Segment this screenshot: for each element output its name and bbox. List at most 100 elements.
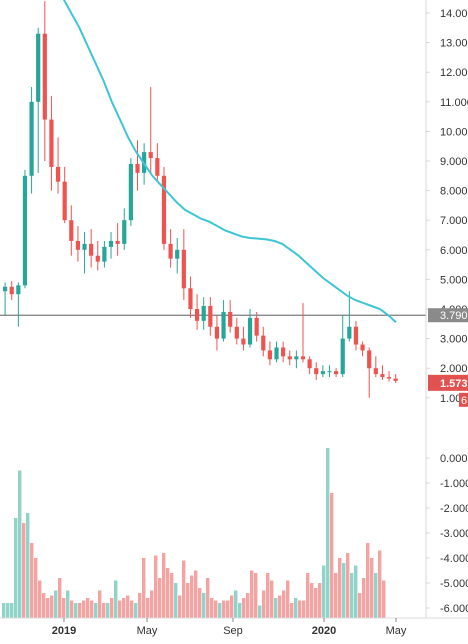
volume-bar	[30, 543, 34, 618]
volume-bar	[82, 600, 86, 618]
candle-body	[287, 356, 292, 360]
volume-bar	[162, 553, 166, 618]
volume-bar	[98, 590, 102, 618]
price-tick-label: 2.000	[440, 363, 468, 375]
candle-body	[89, 243, 94, 256]
volume-bar	[178, 595, 182, 618]
price-tick-label: 13.000	[440, 38, 468, 50]
candle-body	[360, 344, 365, 351]
volume-bar	[114, 580, 118, 618]
candle-body	[261, 335, 266, 351]
candle-body	[300, 356, 306, 360]
volume-bar	[78, 603, 82, 618]
volume-bar	[6, 603, 10, 618]
last-price-label: 1.573	[440, 378, 468, 390]
candle-body	[175, 249, 180, 259]
candle-body	[327, 371, 332, 373]
price-tick-label: 14.000	[440, 8, 468, 20]
horizontal-line-label-box	[428, 308, 468, 323]
candle-body	[36, 33, 41, 102]
price-tick-label: 3.000	[440, 334, 468, 346]
candle-body	[247, 317, 253, 345]
candle-body	[373, 368, 378, 375]
price-tick-label: 12.000	[440, 67, 468, 79]
volume-bar	[14, 518, 18, 618]
candle-body	[148, 152, 153, 159]
price-tick-label: 7.000	[440, 215, 468, 227]
candle-body	[75, 240, 81, 250]
volume-bar	[102, 603, 106, 618]
volume-bar	[170, 573, 174, 618]
volume-bar	[214, 600, 218, 618]
volume-bar	[254, 573, 258, 618]
candle-body	[9, 286, 14, 295]
time-tick-label: 2019	[52, 625, 76, 637]
volume-bar	[150, 590, 154, 618]
candle-body	[82, 243, 87, 250]
volume-bar	[238, 603, 242, 618]
volume-bar	[2, 603, 6, 618]
candle-body	[307, 359, 312, 369]
volume-bar	[154, 555, 158, 618]
candle-body	[95, 255, 100, 262]
price-tick-label: 6.000	[440, 245, 468, 257]
candle-body	[3, 286, 8, 292]
candle-body	[314, 368, 319, 375]
volume-bar	[334, 573, 338, 618]
volume-bar	[262, 590, 266, 618]
volume-bar	[158, 578, 162, 618]
candle-body	[69, 220, 74, 241]
volume-bar	[330, 493, 334, 618]
volume-bar	[274, 598, 278, 618]
volume-bar	[282, 590, 286, 618]
volume-bar	[286, 580, 290, 618]
candle-body	[347, 326, 352, 339]
candle-body	[122, 220, 127, 244]
candle-body	[294, 356, 299, 360]
candle-body	[49, 119, 54, 167]
candle-body	[281, 347, 286, 357]
volume-bar	[42, 593, 46, 618]
candle-body	[367, 350, 372, 369]
moving-average-line	[62, 0, 397, 324]
candle-body	[161, 175, 167, 244]
candle-body	[214, 326, 220, 339]
volume-bar	[302, 600, 306, 618]
candle-body	[386, 377, 392, 379]
volume-bar	[270, 580, 274, 618]
candle-body	[254, 317, 259, 336]
volume-tick-label: -1.000	[440, 478, 468, 490]
candle-body	[241, 338, 246, 345]
price-tick-label: 5.000	[440, 274, 468, 286]
candle-body	[393, 378, 398, 381]
candle-body	[181, 249, 186, 289]
volume-bar	[126, 595, 130, 618]
candle-body	[194, 309, 200, 321]
volume-bar	[194, 570, 198, 618]
volume-bar	[134, 603, 138, 618]
volume-bar	[322, 565, 326, 618]
volume-bar	[70, 600, 74, 618]
volume-bar	[166, 568, 170, 618]
time-tick-label: May	[137, 625, 158, 637]
volume-bar	[86, 598, 90, 618]
volume-tick-label: -5.000	[440, 578, 468, 590]
candle-body	[380, 374, 385, 378]
volume-tick-label: 0.000	[440, 453, 468, 465]
volume-bar	[314, 588, 318, 618]
volume-tick-label: -4.000	[440, 553, 468, 565]
volume-bar	[246, 593, 250, 618]
horizontal-line-label: 3.790	[440, 310, 468, 322]
volume-bar	[138, 593, 142, 618]
volume-bar	[74, 603, 78, 618]
volume-bar	[54, 590, 58, 618]
candle-body	[334, 371, 339, 375]
volume-bar	[230, 595, 234, 618]
volume-tick-label: -3.000	[440, 528, 468, 540]
last-price-label-box	[428, 374, 468, 391]
candle-body	[320, 371, 325, 375]
price-tick-label: 9.000	[440, 156, 468, 168]
candle-body	[62, 181, 67, 221]
